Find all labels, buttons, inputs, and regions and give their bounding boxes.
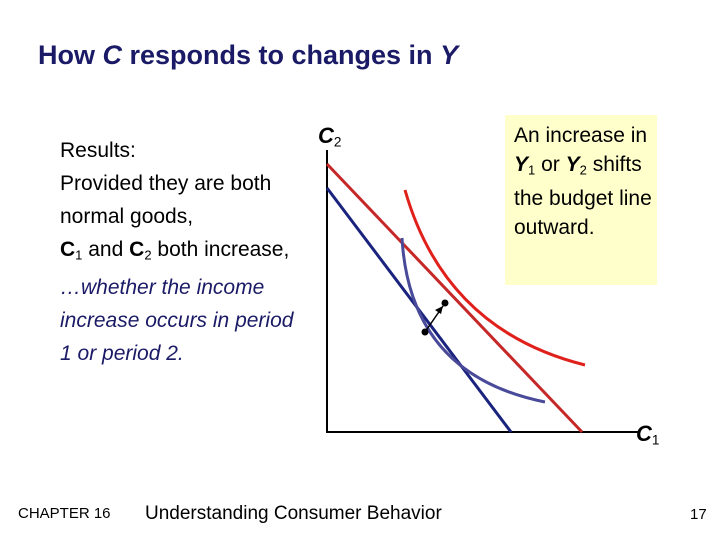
footer-book-title: Understanding Consumer Behavior	[145, 503, 442, 524]
x-axis-label: C1	[636, 421, 659, 447]
page-number: 17	[690, 506, 707, 523]
indifference-curve-original	[400, 237, 546, 404]
c-sub-2: 2	[144, 247, 152, 263]
c-sub-1: 1	[75, 247, 83, 263]
title-pre: How	[38, 40, 103, 70]
results-both-increase: C1 and C2 both increase,	[60, 233, 300, 271]
callout-t1: An increase in	[514, 124, 648, 147]
arrow-head	[435, 306, 443, 314]
title-var-c: C	[102, 40, 123, 70]
results-period-note: …whether the income increase occurs in p…	[60, 276, 294, 366]
callout-y1: Y	[514, 153, 529, 176]
results-text: Results: Provided they are both normal g…	[60, 134, 300, 370]
results-normal-goods: Provided they are both normal goods,	[60, 172, 272, 228]
c-var: C	[60, 238, 76, 261]
slide-title: How C responds to changes in Y	[38, 40, 458, 71]
y-axis-sub: 2	[333, 134, 342, 150]
x-axis-var: C	[636, 421, 652, 446]
title-var-y: Y	[440, 40, 459, 70]
callout-t3: shifts the budget line outward.	[514, 153, 652, 240]
c-var-2: C	[129, 238, 145, 261]
y-axis-label: C2	[318, 123, 341, 149]
optimum-point-new	[441, 299, 449, 307]
callout-t2: or	[535, 153, 566, 176]
indifference-curve-new	[403, 189, 586, 367]
y-axis-var: C	[318, 123, 334, 148]
budget-line-new	[325, 162, 584, 434]
callout-s2: 2	[579, 162, 587, 178]
optimum-point-original	[421, 328, 429, 336]
callout-s1: 1	[528, 162, 536, 178]
title-mid: responds to changes in	[122, 40, 441, 70]
callout-y2: Y	[565, 153, 580, 176]
footer-chapter: CHAPTER 16	[18, 505, 111, 522]
tail-text: both increase,	[151, 238, 290, 261]
x-axis-sub: 1	[651, 432, 660, 448]
and-text: and	[82, 238, 130, 261]
results-heading: Results:	[60, 139, 136, 162]
callout-box: An increase in Y1 or Y2 shifts the budge…	[505, 115, 657, 285]
